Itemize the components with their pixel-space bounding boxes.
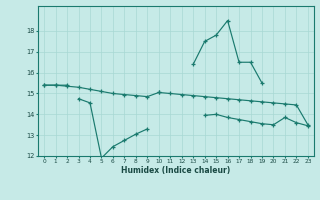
X-axis label: Humidex (Indice chaleur): Humidex (Indice chaleur) bbox=[121, 166, 231, 175]
